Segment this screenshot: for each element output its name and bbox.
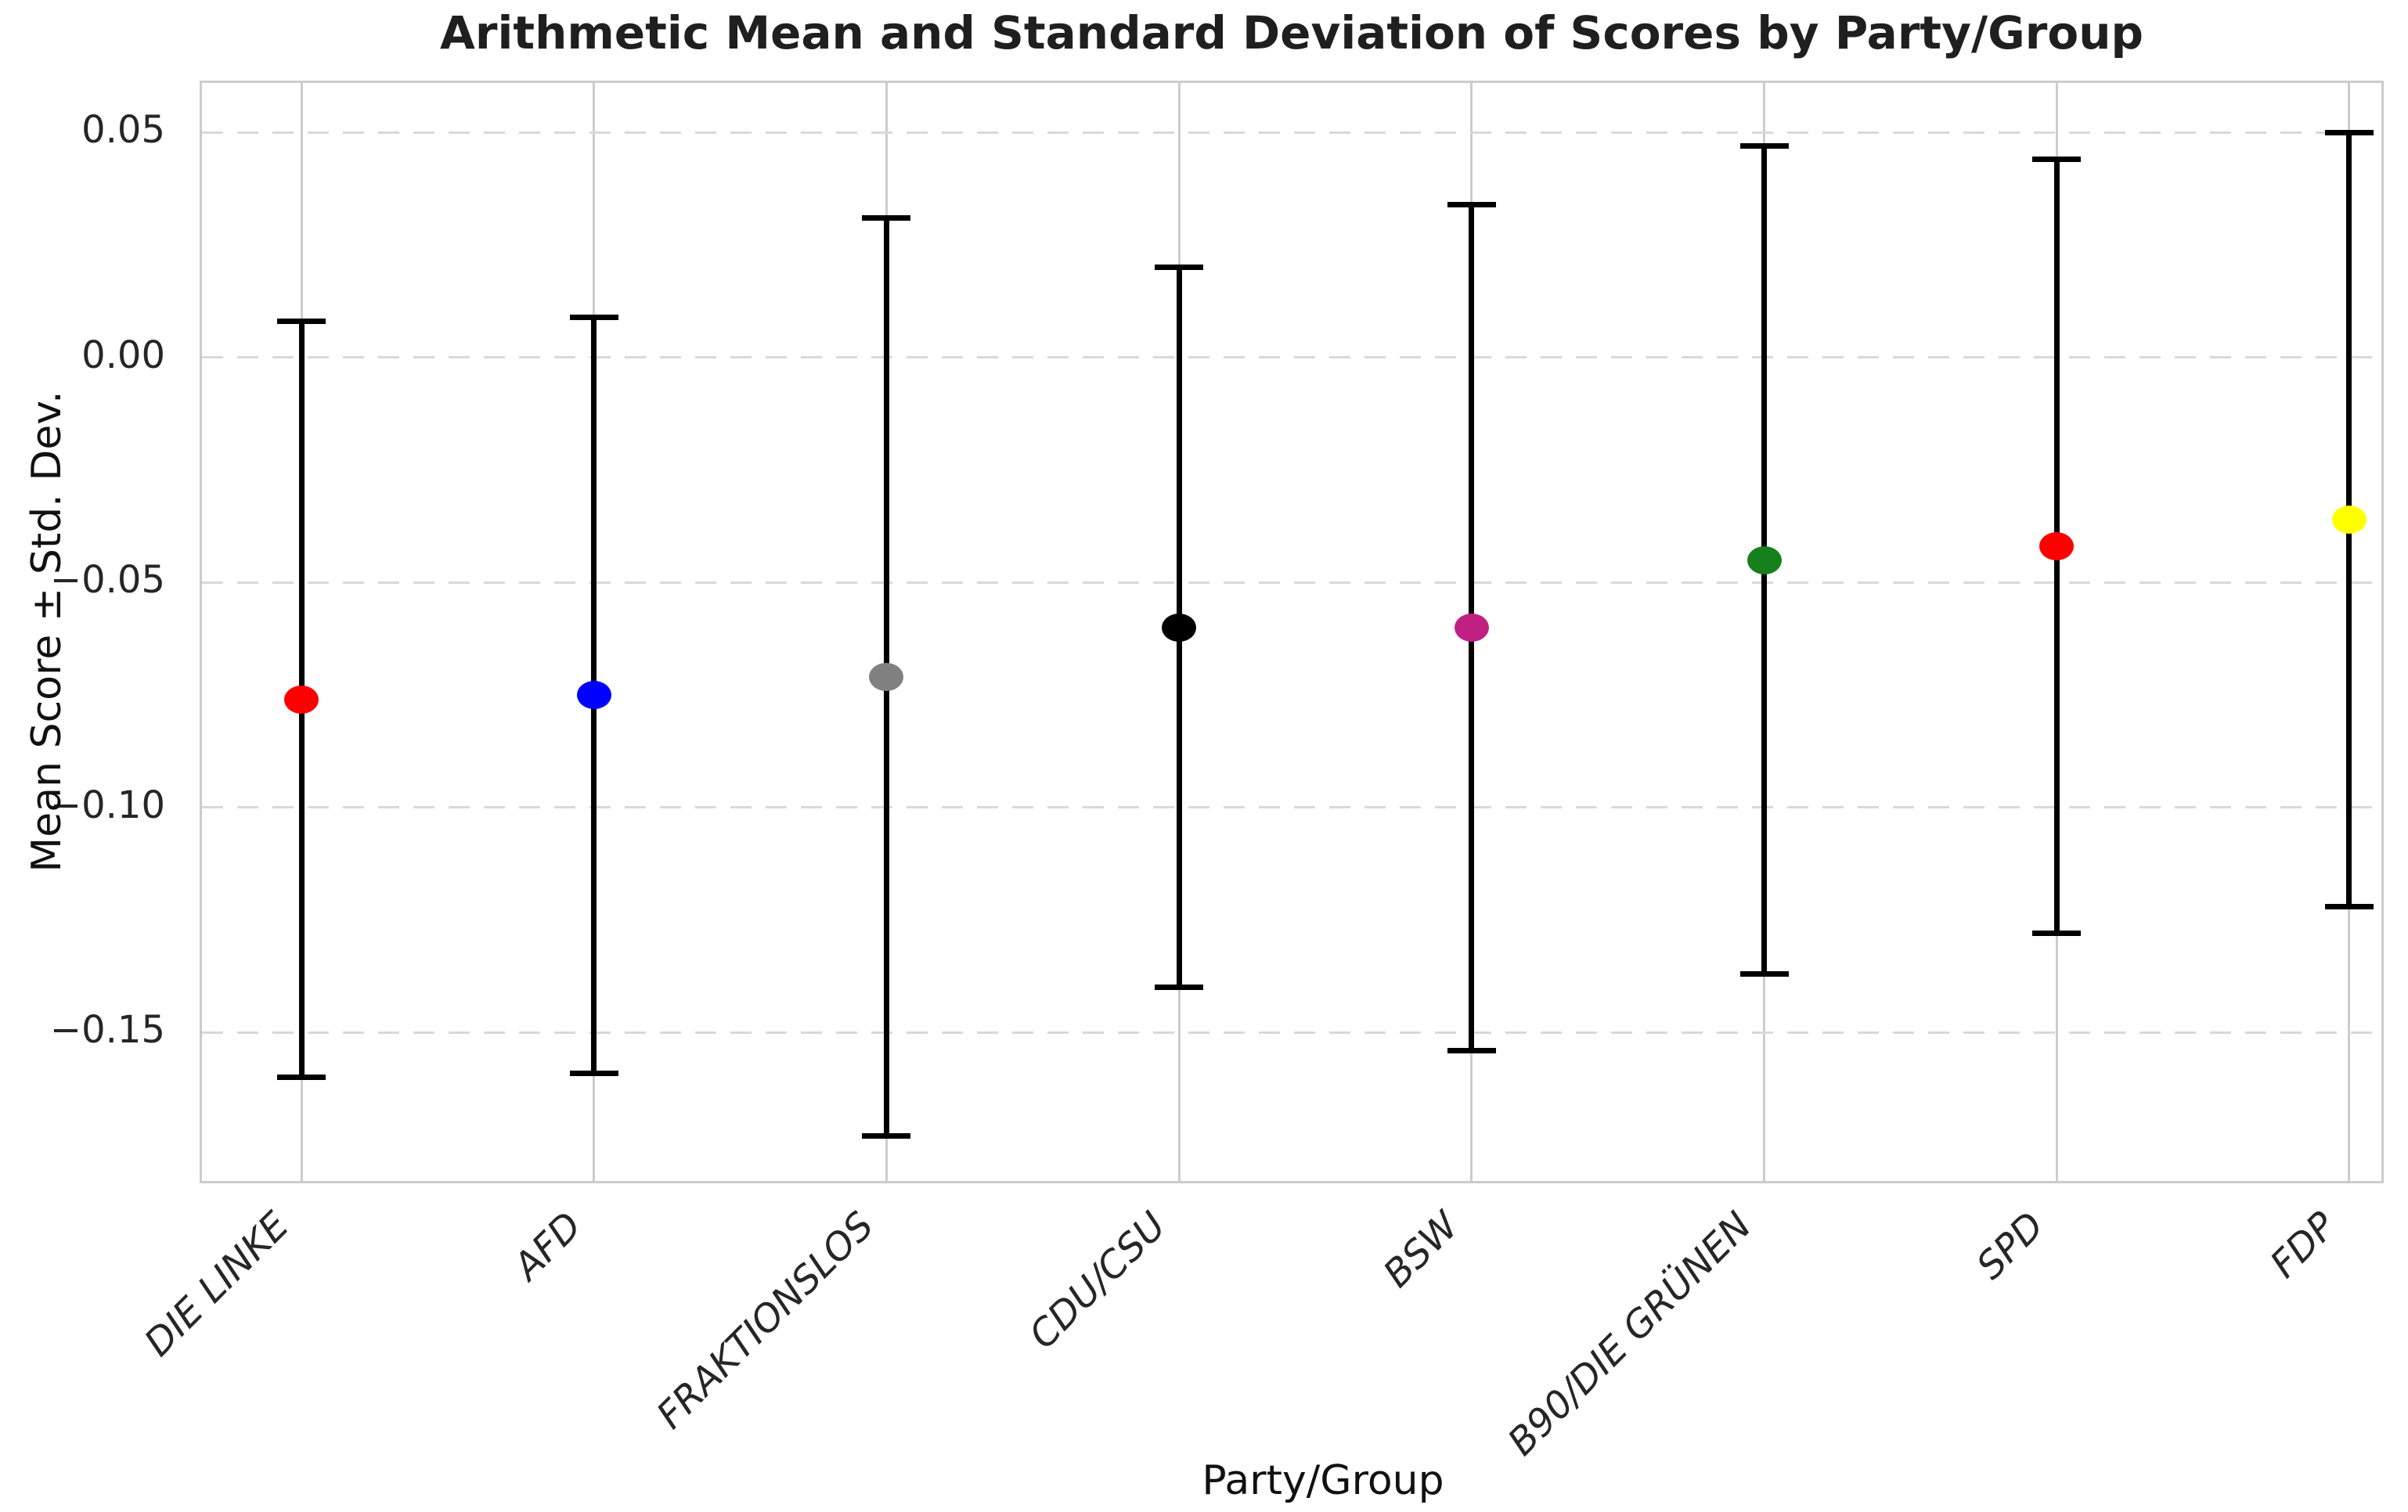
error-bar-cap-top — [1155, 265, 1204, 271]
mean-marker — [1454, 613, 1489, 642]
y-axis-tick-label: 0.05 — [81, 108, 165, 153]
error-bar-cap-top — [277, 319, 326, 325]
error-bar-cap-bottom — [1739, 971, 1789, 977]
error-bar-cap-top — [862, 215, 911, 221]
y-axis-tick-label: −0.15 — [49, 1008, 165, 1053]
y-gridline — [202, 806, 2381, 809]
mean-marker — [576, 681, 611, 710]
x-axis-tick-label: AFD — [505, 1204, 590, 1289]
y-gridline — [202, 1031, 2381, 1034]
mean-marker — [869, 663, 904, 692]
x-axis-tick-label: SPD — [1968, 1204, 2053, 1288]
mean-marker — [1162, 613, 1197, 642]
x-axis-tick-label: FDP — [2262, 1204, 2345, 1287]
y-gridline — [202, 581, 2381, 584]
error-bar-cap-bottom — [569, 1070, 618, 1076]
error-bar-cap-top — [1447, 201, 1496, 207]
error-bar-cap-top — [569, 314, 618, 320]
error-bar-cap-bottom — [2324, 903, 2374, 909]
error-bar-cap-top — [2324, 129, 2374, 135]
mean-marker — [2039, 532, 2075, 561]
plot-area — [200, 81, 2384, 1183]
y-gridline — [202, 131, 2381, 134]
x-axis-tick-label: CDU/CSU — [1021, 1204, 1175, 1358]
mean-marker — [2331, 505, 2367, 534]
chart-title: Arithmetic Mean and Standard Deviation o… — [439, 6, 2144, 59]
x-axis-tick-label: BSW — [1375, 1204, 1468, 1296]
error-bar-cap-bottom — [277, 1075, 326, 1081]
y-gridline — [202, 356, 2381, 359]
mean-marker — [284, 685, 319, 714]
x-axis-tick-label: DIE LINKE — [135, 1204, 297, 1365]
error-bar-cap-top — [2032, 157, 2082, 163]
x-axis-tick-label: FRAKTIONSLOS — [648, 1204, 883, 1438]
mean-marker — [1747, 545, 1782, 574]
error-bar-cap-bottom — [1155, 985, 1204, 991]
y-axis-tick-label: −0.05 — [49, 558, 165, 603]
error-bar-cap-top — [1739, 143, 1789, 149]
y-axis-tick-label: 0.00 — [81, 333, 165, 377]
error-bar-cap-bottom — [862, 1133, 911, 1139]
y-axis-tick-label: −0.10 — [49, 783, 165, 827]
x-axis-label: Party/Group — [1202, 1457, 1444, 1504]
error-bar-cap-bottom — [2032, 931, 2082, 937]
y-axis-label: Mean Score ± Std. Dev. — [23, 391, 70, 873]
error-bar-cap-bottom — [1447, 1047, 1496, 1053]
x-axis-tick-label: B90/DIE GRÜNEN — [1498, 1204, 1760, 1464]
